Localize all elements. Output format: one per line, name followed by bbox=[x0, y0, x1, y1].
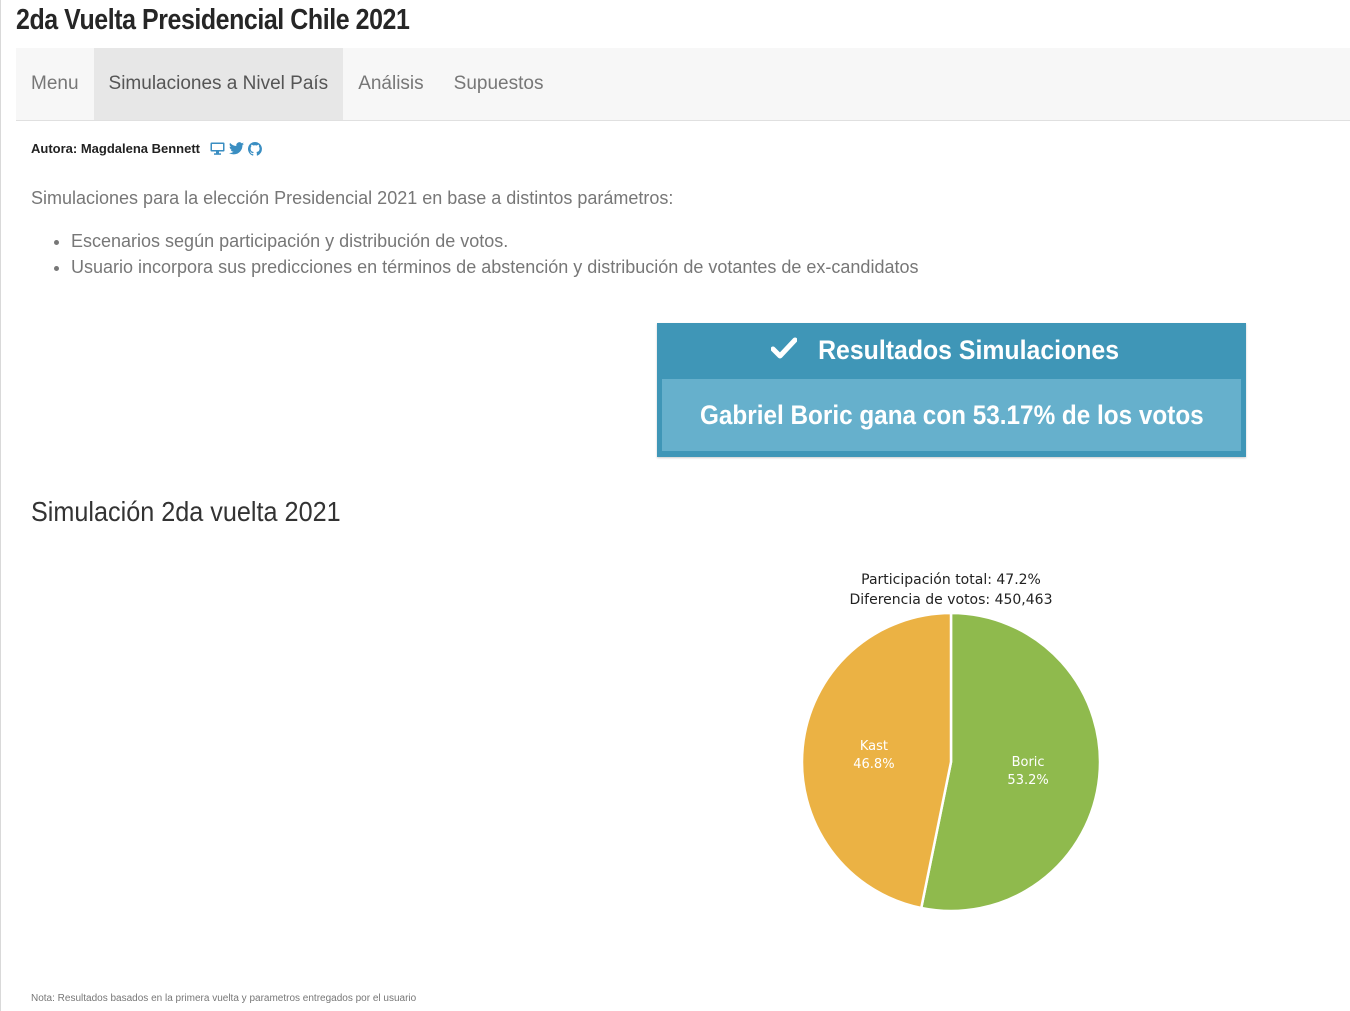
author-label: Autora: Magdalena Bennett bbox=[31, 141, 201, 156]
pie-slice-boric[interactable] bbox=[919, 611, 1102, 913]
pie-slice-kast[interactable] bbox=[800, 611, 953, 910]
checkmark-icon bbox=[770, 335, 798, 366]
tab-supuestos[interactable]: Supuestos bbox=[453, 73, 544, 94]
chart-annotation-diferencia: Diferencia de votos: 450,463 bbox=[850, 592, 1053, 608]
chart-annotation-participacion: Participación total: 47.2% bbox=[861, 572, 1041, 588]
results-box: Resultados Simulaciones Gabriel Boric ga… bbox=[657, 323, 1246, 457]
navbar: Menu Simulaciones a Nivel País Análisis … bbox=[16, 48, 1350, 121]
author-row: Autora: Magdalena Bennett bbox=[31, 141, 262, 156]
pie-chart: Participación total: 47.2% Diferencia de… bbox=[800, 572, 1102, 913]
pie-label-kast: Kast bbox=[860, 739, 888, 754]
section-title: Simulación 2da vuelta 2021 bbox=[31, 496, 341, 527]
twitter-icon[interactable] bbox=[229, 142, 245, 155]
tab-menu[interactable]: Menu bbox=[31, 73, 79, 94]
intro-bullets: Escenarios según participación y distrib… bbox=[31, 228, 918, 280]
results-message-text: Gabriel Boric gana con 53.17% de los vot… bbox=[699, 399, 1204, 430]
tab-analisis[interactable]: Análisis bbox=[358, 73, 424, 94]
left-border bbox=[0, 0, 1, 1011]
results-header-label: Resultados Simulaciones bbox=[818, 334, 1119, 365]
intro-text: Simulaciones para la elección Presidenci… bbox=[31, 188, 674, 208]
bullet-item: Usuario incorpora sus predicciones en té… bbox=[71, 254, 918, 280]
bullet-item: Escenarios según participación y distrib… bbox=[71, 228, 918, 254]
results-message: Gabriel Boric gana con 53.17% de los vot… bbox=[662, 379, 1241, 451]
results-header: Resultados Simulaciones bbox=[657, 323, 1246, 377]
app-title: 2da Vuelta Presidencial Chile 2021 bbox=[16, 4, 410, 36]
pie-value-boric: 53.2% bbox=[1007, 773, 1048, 788]
desktop-icon[interactable] bbox=[210, 142, 225, 155]
github-icon[interactable] bbox=[248, 141, 262, 156]
pie-value-kast: 46.8% bbox=[853, 757, 894, 772]
tab-simulaciones[interactable]: Simulaciones a Nivel País bbox=[93, 48, 344, 120]
footnote: Nota: Resultados basados en la primera v… bbox=[31, 993, 417, 1004]
pie-label-boric: Boric bbox=[1012, 755, 1045, 770]
